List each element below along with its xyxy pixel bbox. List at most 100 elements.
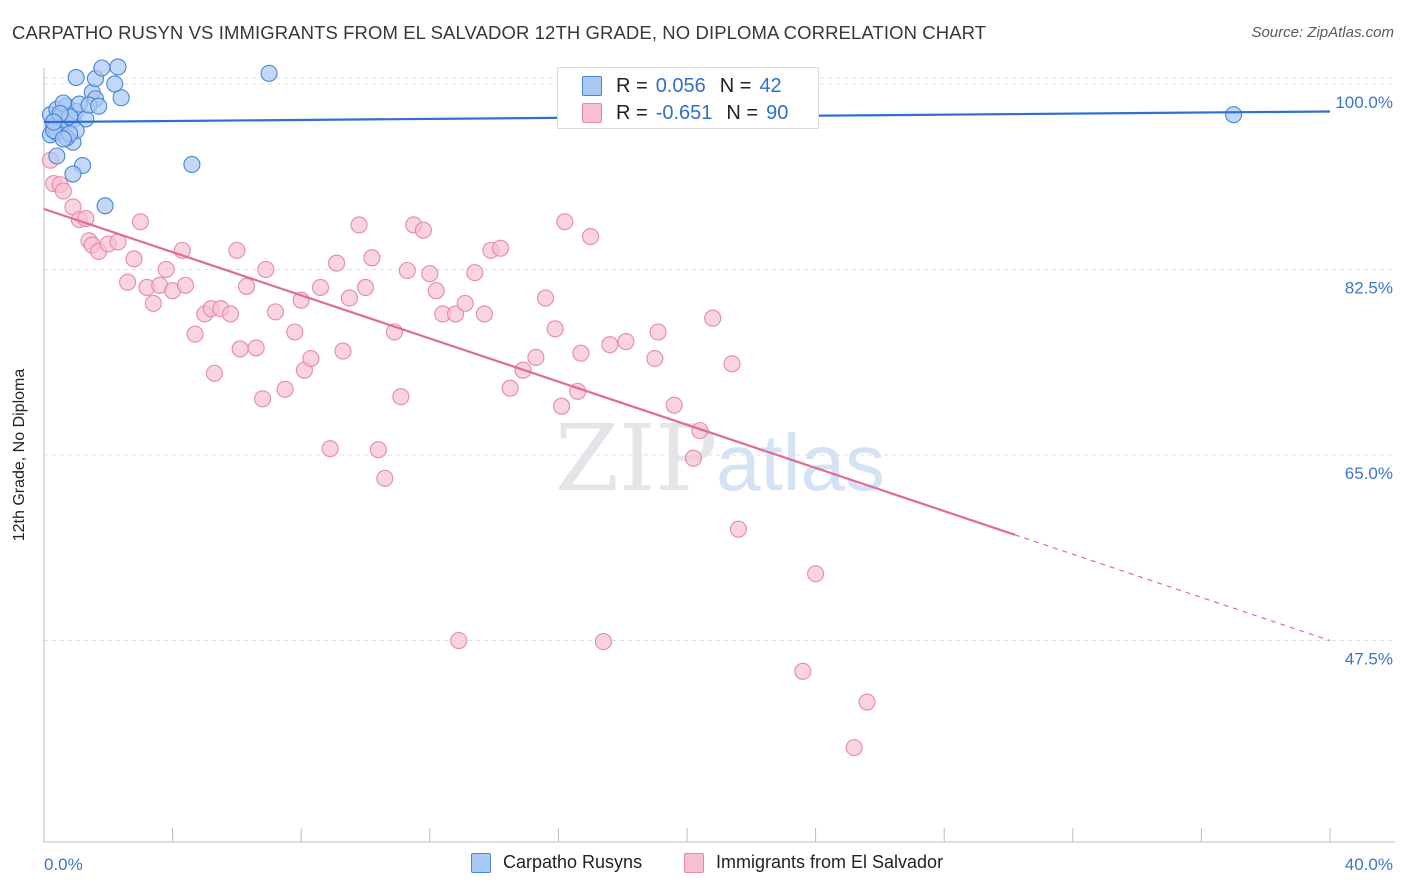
elsalvador-point: [475, 305, 494, 323]
elsalvador-point: [254, 390, 272, 408]
elsalvador-point: [427, 282, 445, 300]
y-tick-label: 47.5%: [1345, 650, 1393, 669]
carpatho-swatch: [582, 76, 602, 96]
elsalvador-point: [601, 336, 619, 354]
x-tick-label: 0.0%: [44, 855, 83, 874]
carpatho-point: [112, 89, 130, 107]
axes: [43, 68, 1395, 843]
elsalvador-point: [321, 440, 339, 458]
elsalvador-point: [205, 364, 223, 382]
trend-lines: [43, 110, 1331, 642]
elsalvador-point: [231, 340, 249, 358]
x-tick-labels: 0.0% 40.0%: [44, 855, 1393, 874]
elsalvador-point: [125, 250, 143, 268]
elsalvador-point: [356, 278, 375, 297]
elsalvador-point: [450, 631, 468, 650]
carpatho-point: [54, 130, 72, 148]
legend-item-elsalvador[interactable]: Immigrants from El Salvador: [684, 852, 943, 873]
elsalvador-point: [144, 294, 162, 312]
elsalvador-point: [328, 254, 346, 272]
elsalvador-point: [266, 303, 285, 321]
r-label: R =: [616, 101, 648, 124]
carpatho-point: [109, 58, 127, 76]
legend-item-carpatho[interactable]: Carpatho Rusyns: [471, 852, 642, 873]
elsalvador-point: [157, 260, 175, 279]
elsalvador-point: [276, 380, 294, 398]
elsalvador-point: [311, 278, 330, 297]
legend-label-carpatho: Carpatho Rusyns: [503, 852, 643, 872]
carpatho-point: [48, 147, 66, 165]
elsalvador-point: [247, 339, 265, 357]
r-label: R =: [616, 74, 648, 97]
elsalvador-point: [131, 213, 149, 231]
elsalvador-point: [546, 320, 564, 338]
elsalvador-point: [858, 693, 876, 711]
elsalvador-point: [176, 276, 195, 294]
elsalvador-point: [363, 249, 381, 267]
elsalvador-point: [665, 396, 683, 414]
elsalvador-point: [646, 349, 664, 368]
elsalvador-point: [556, 213, 574, 231]
y-tick-label: 65.0%: [1345, 464, 1393, 483]
elsalvador-point: [376, 469, 394, 487]
x-tick-label: 40.0%: [1345, 855, 1393, 874]
elsalvador-point: [649, 323, 667, 341]
elsalvador-point: [286, 323, 304, 341]
elsalvador-point: [723, 355, 741, 373]
elsalvador-swatch: [684, 852, 704, 873]
stats-legend: R = 0.056 N = 42 R = -0.651 N = 90: [557, 67, 819, 129]
elsalvador-point: [845, 739, 863, 757]
elsalvador-point: [334, 342, 352, 360]
gridlines: [44, 77, 1395, 642]
stats-row-elsalvador: R = -0.651 N = 90: [582, 100, 788, 126]
elsalvador-point: [491, 239, 510, 257]
y-tick-label: 100.0%: [1335, 93, 1393, 112]
elsalvador-point: [237, 277, 256, 295]
n-label: N =: [726, 101, 759, 124]
stats-row-carpatho: R = 0.056 N = 42: [582, 73, 782, 99]
elsalvador-point: [421, 265, 439, 283]
elsalvador-trend-extension: [1014, 534, 1331, 642]
legend-label-elsalvador: Immigrants from El Salvador: [716, 852, 944, 872]
y-tick-label: 82.5%: [1345, 278, 1393, 297]
elsalvador-point: [302, 349, 320, 368]
r-value-elsalvador: -0.651: [655, 101, 713, 124]
elsalvador-point: [581, 228, 600, 246]
elsalvador-point: [414, 221, 432, 239]
chart-title: CARPATHO RUSYN VS IMMIGRANTS FROM EL SAL…: [12, 22, 987, 43]
elsalvador-trend-line: [43, 207, 1016, 536]
elsalvador-swatch: [582, 103, 602, 123]
elsalvador-point: [684, 449, 702, 467]
elsalvador-point: [572, 344, 590, 362]
source-label: Source: ZipAtlas.com: [1251, 24, 1394, 41]
elsalvador-point: [456, 294, 474, 312]
elsalvador-point: [553, 397, 571, 415]
elsalvador-point: [119, 273, 137, 291]
elsalvador-point: [228, 241, 246, 259]
n-value-carpatho: 42: [759, 74, 782, 97]
elsalvador-point: [527, 348, 545, 367]
carpatho-swatch: [471, 852, 491, 873]
y-tick-labels: 100.0% 82.5% 65.0% 47.5%: [1335, 93, 1393, 669]
elsalvador-point: [594, 633, 612, 651]
series-legend: Carpatho Rusyns Immigrants from El Salva…: [0, 852, 1406, 878]
elsalvador-point: [221, 305, 240, 323]
elsalvador-point: [446, 305, 465, 323]
elsalvador-point: [257, 260, 275, 279]
elsalvador-point: [186, 325, 204, 343]
r-value-carpatho: 0.056: [655, 74, 706, 97]
carpatho-point: [183, 155, 201, 174]
carpatho-point: [90, 97, 108, 115]
elsalvador-point: [466, 264, 484, 282]
elsalvador-point: [369, 441, 387, 459]
carpatho-point: [64, 165, 82, 183]
n-label: N =: [719, 74, 752, 97]
elsalvador-point: [794, 662, 812, 680]
elsalvador-point: [340, 289, 358, 307]
carpatho-point: [106, 75, 124, 93]
elsalvador-point: [617, 333, 635, 351]
carpatho-point: [260, 64, 278, 82]
carpatho-point: [96, 197, 114, 215]
elsalvador-point: [54, 182, 72, 200]
